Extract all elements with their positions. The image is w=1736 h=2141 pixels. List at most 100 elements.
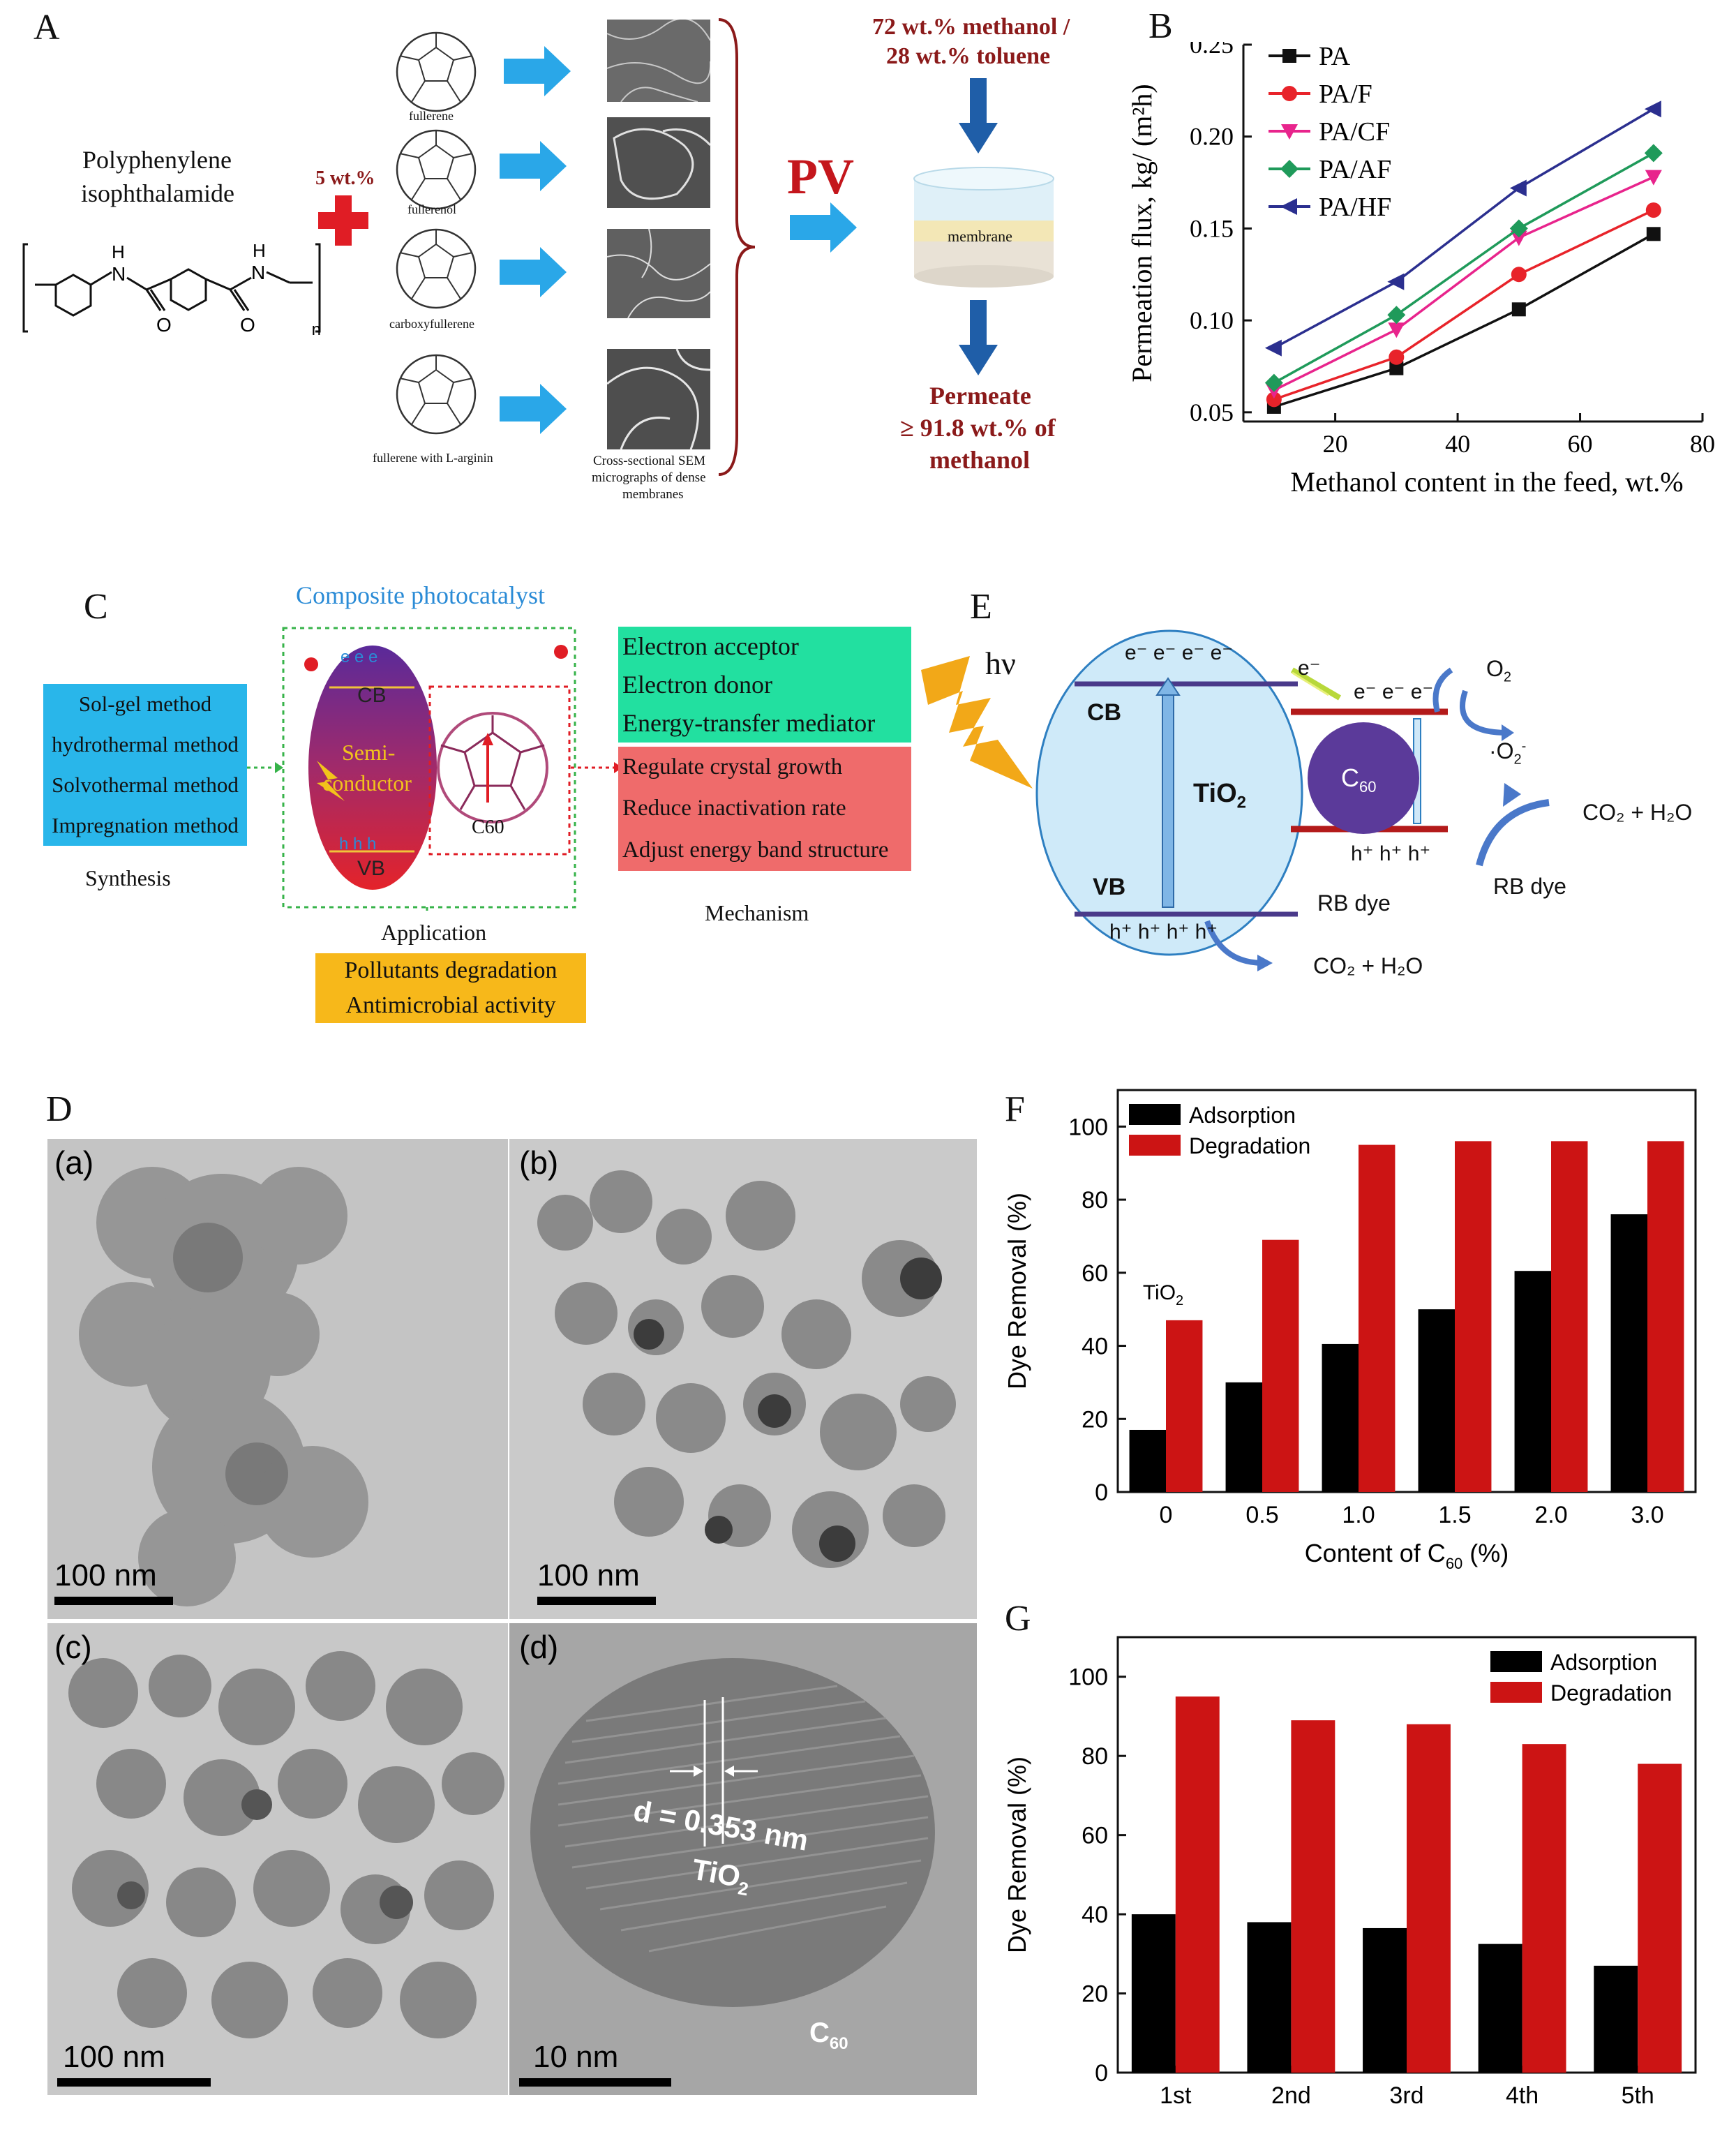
data-point [1645, 202, 1661, 218]
fullerene-label-2: fullerenol [407, 202, 456, 216]
y-tick-label: 100 [1068, 1664, 1108, 1691]
role-item: Electron donor [622, 670, 772, 699]
data-point [1389, 349, 1405, 365]
bar-degradation [1522, 1744, 1566, 2073]
x-tick-label: 20 [1323, 430, 1348, 458]
sem-micrograph [607, 20, 710, 102]
arginin-fullerene-icon [396, 354, 477, 435]
tem-sub-label: (d) [519, 1629, 558, 1665]
c60-holes: h⁺ h⁺ h⁺ [1351, 842, 1431, 865]
tem-image-a: (a) 100 nm [47, 1139, 508, 1619]
legend-label: Adsorption [1550, 1650, 1657, 1675]
nh-h-1: H [112, 241, 125, 262]
data-point [1645, 170, 1662, 186]
y-tick-label: 60 [1082, 1823, 1108, 1849]
c60-circle-label: C60 [1341, 763, 1377, 796]
role-item: Energy-transfer mediator [622, 709, 876, 738]
role-box: Electron acceptor Electron donor Energy-… [618, 627, 911, 743]
polymer-name-line1: Polyphenylene [82, 146, 232, 174]
y-tick-label: 100 [1068, 1114, 1108, 1140]
synthesis-item: Solvothermal method [52, 773, 239, 797]
y-tick-label: 20 [1082, 1406, 1108, 1433]
synthesis-item: Sol-gel method [78, 692, 212, 716]
data-point [1280, 160, 1299, 178]
chart-b-permeation-flux: 20 40 60 80 0.05 0.10 0.15 0.20 0.25 Methanol con… [1130, 42, 1715, 498]
bar-adsorption [1610, 1214, 1647, 1492]
legend-label: Degradation [1550, 1680, 1672, 1706]
c60-label: C60 [472, 816, 504, 838]
fullerene-label-1: fullerene [409, 109, 454, 123]
series-line [1273, 232, 1654, 408]
sem-micrograph [607, 349, 710, 449]
legend-label: PA/F [1319, 80, 1372, 109]
legend-swatch [1490, 1682, 1542, 1703]
x-axis-label-unit: (%) [1462, 1539, 1509, 1567]
tem-scale-bar [537, 1597, 656, 1605]
effect-item: Reduce inactivation rate [622, 796, 846, 821]
polymer-name-line2: isophthalamide [81, 179, 234, 207]
data-point [1264, 339, 1282, 357]
tem-sub-label: (a) [54, 1144, 93, 1181]
sem-caption-2: micrographs of dense [592, 470, 706, 485]
bar-adsorption [1418, 1309, 1455, 1492]
o2-radical-label: ·O2- [1489, 738, 1527, 768]
synthesis-item: Impregnation method [52, 813, 239, 837]
arrow-right-icon [500, 384, 567, 434]
bar-adsorption [1363, 1927, 1407, 2073]
carboxyfullerene-icon [396, 228, 477, 309]
x-tick-label: 80 [1690, 430, 1715, 458]
permeate-line2: ≥ 91.8 wt.% of [900, 414, 1056, 442]
x-tick-label: 1st [1160, 2082, 1192, 2109]
o2-radical-text: ·O [1489, 738, 1514, 763]
x-axis-label: Content of C60 (%) [1305, 1539, 1509, 1572]
bar-adsorption [1322, 1343, 1359, 1492]
panel-label-b: B [1148, 6, 1173, 46]
bar-adsorption [1225, 1382, 1262, 1492]
rb-dye-left: RB dye [1317, 890, 1391, 916]
series-line [1273, 107, 1654, 350]
series-pa-f: PA/F [1266, 80, 1661, 408]
polymer-structure: H N O O H N n [22, 240, 321, 339]
tem-image-c: (c) 100 nm [47, 1623, 508, 2095]
bar-degradation [1262, 1239, 1299, 1492]
panel-label-f: F [1005, 1089, 1025, 1129]
x-axis-label-text: Content of C [1305, 1539, 1446, 1567]
nh-n-2: N [251, 262, 265, 283]
hv-label: hν [985, 646, 1016, 681]
y-tick-label: 0 [1095, 1479, 1108, 1506]
series-pa-hf: PA/HF [1264, 100, 1661, 357]
tem-sub-label: (b) [519, 1144, 558, 1181]
bar-degradation [1407, 1724, 1451, 2073]
permeate-line1: Permeate [929, 382, 1031, 410]
y-tick-label: 80 [1082, 1187, 1108, 1214]
role-item: Electron acceptor [622, 632, 799, 660]
tem-scale-bar [519, 2078, 671, 2087]
sem-micrograph [607, 117, 710, 208]
o2-label: O2 [1486, 656, 1512, 685]
x-tick-label: 0 [1160, 1502, 1173, 1528]
c60-electrons: e⁻ e⁻ e⁻ [1354, 680, 1434, 703]
semi-cb: CB [357, 684, 387, 707]
bar-degradation [1359, 1144, 1395, 1492]
membrane-label: membrane [948, 227, 1012, 245]
plus-label: 5 wt.% [315, 167, 375, 189]
data-point [1389, 361, 1404, 375]
arrow-right-icon [500, 141, 567, 191]
tem-image-d: d = 0.353 nm TiO2 C60 (d) 10 nm [509, 1623, 977, 2095]
y-tick-label: 40 [1082, 1334, 1108, 1360]
arrow-right-icon [790, 202, 857, 253]
data-point [1644, 100, 1661, 118]
semi-label-1: Semi- [342, 740, 396, 765]
tem-scale-bar [57, 2078, 211, 2087]
annotation-text: TiO [1143, 1281, 1176, 1304]
fullerene-label-3: carboxyfullerene [389, 317, 474, 331]
data-point [1644, 144, 1663, 163]
tem-scale-text: 100 nm [54, 1558, 157, 1592]
series-pa: PA [1266, 42, 1661, 414]
legend-swatch [1129, 1104, 1181, 1125]
fullerenol-icon [396, 129, 477, 210]
nh-n-1: N [112, 263, 126, 285]
tio2-text: TiO [1193, 779, 1237, 808]
y-tick-label: 40 [1082, 1902, 1108, 1928]
composite-diagram [247, 627, 622, 914]
